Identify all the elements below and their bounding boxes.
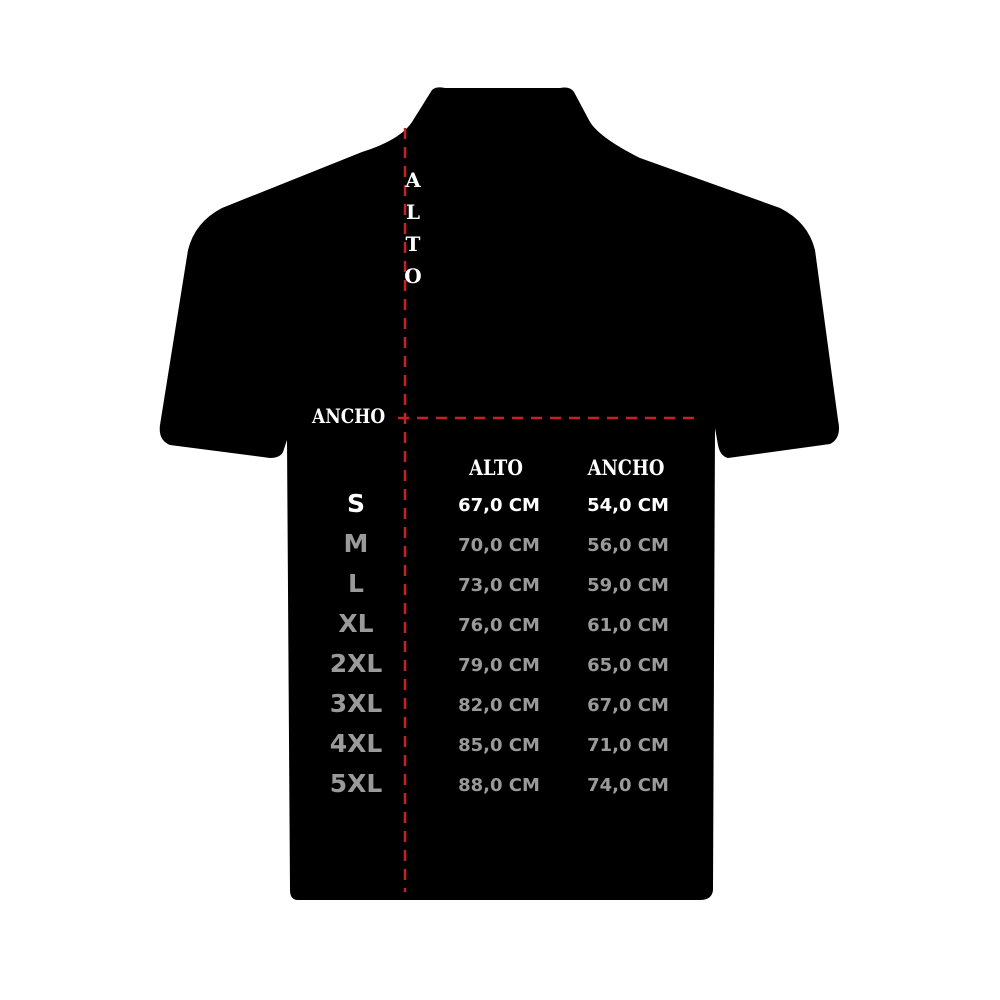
alto-value: 88,0 CM <box>458 775 540 796</box>
size-row: L 73,0 CM 59,0 CM <box>0 569 1000 609</box>
alto-vertical-label: ALTO <box>397 168 425 296</box>
ancho-value: 74,0 CM <box>587 775 669 796</box>
size-label: XL <box>338 609 374 638</box>
ancho-value: 56,0 CM <box>587 535 669 556</box>
alto-label-text: ALTO <box>401 168 425 296</box>
alto-value: 79,0 CM <box>458 655 540 676</box>
size-label: 3XL <box>329 689 383 718</box>
ancho-value: 54,0 CM <box>587 495 669 516</box>
ancho-value: 71,0 CM <box>587 735 669 756</box>
ancho-label: ANCHO <box>312 404 386 428</box>
alto-value: 85,0 CM <box>458 735 540 756</box>
size-row: M 70,0 CM 56,0 CM <box>0 529 1000 569</box>
size-label: L <box>348 569 364 598</box>
ancho-value: 61,0 CM <box>587 615 669 636</box>
size-label: 5XL <box>329 769 383 798</box>
size-row: S 67,0 CM 54,0 CM <box>0 489 1000 529</box>
size-label: 2XL <box>329 649 383 678</box>
ancho-value: 65,0 CM <box>587 655 669 676</box>
size-label: S <box>346 489 365 518</box>
size-row: 4XL 85,0 CM 71,0 CM <box>0 729 1000 769</box>
alto-value: 76,0 CM <box>458 615 540 636</box>
ancho-value: 59,0 CM <box>587 575 669 596</box>
size-label: M <box>343 529 369 558</box>
shirt-shape <box>159 87 839 901</box>
size-row: XL 76,0 CM 61,0 CM <box>0 609 1000 649</box>
size-label: 4XL <box>329 729 383 758</box>
alto-value: 67,0 CM <box>458 495 540 516</box>
ancho-value: 67,0 CM <box>587 695 669 716</box>
header-alto: ALTO <box>469 455 523 480</box>
size-row: 3XL 82,0 CM 67,0 CM <box>0 689 1000 729</box>
size-row: 2XL 79,0 CM 65,0 CM <box>0 649 1000 689</box>
header-ancho: ANCHO <box>587 455 665 480</box>
alto-value: 82,0 CM <box>458 695 540 716</box>
alto-value: 70,0 CM <box>458 535 540 556</box>
size-row: 5XL 88,0 CM 74,0 CM <box>0 769 1000 809</box>
alto-value: 73,0 CM <box>458 575 540 596</box>
